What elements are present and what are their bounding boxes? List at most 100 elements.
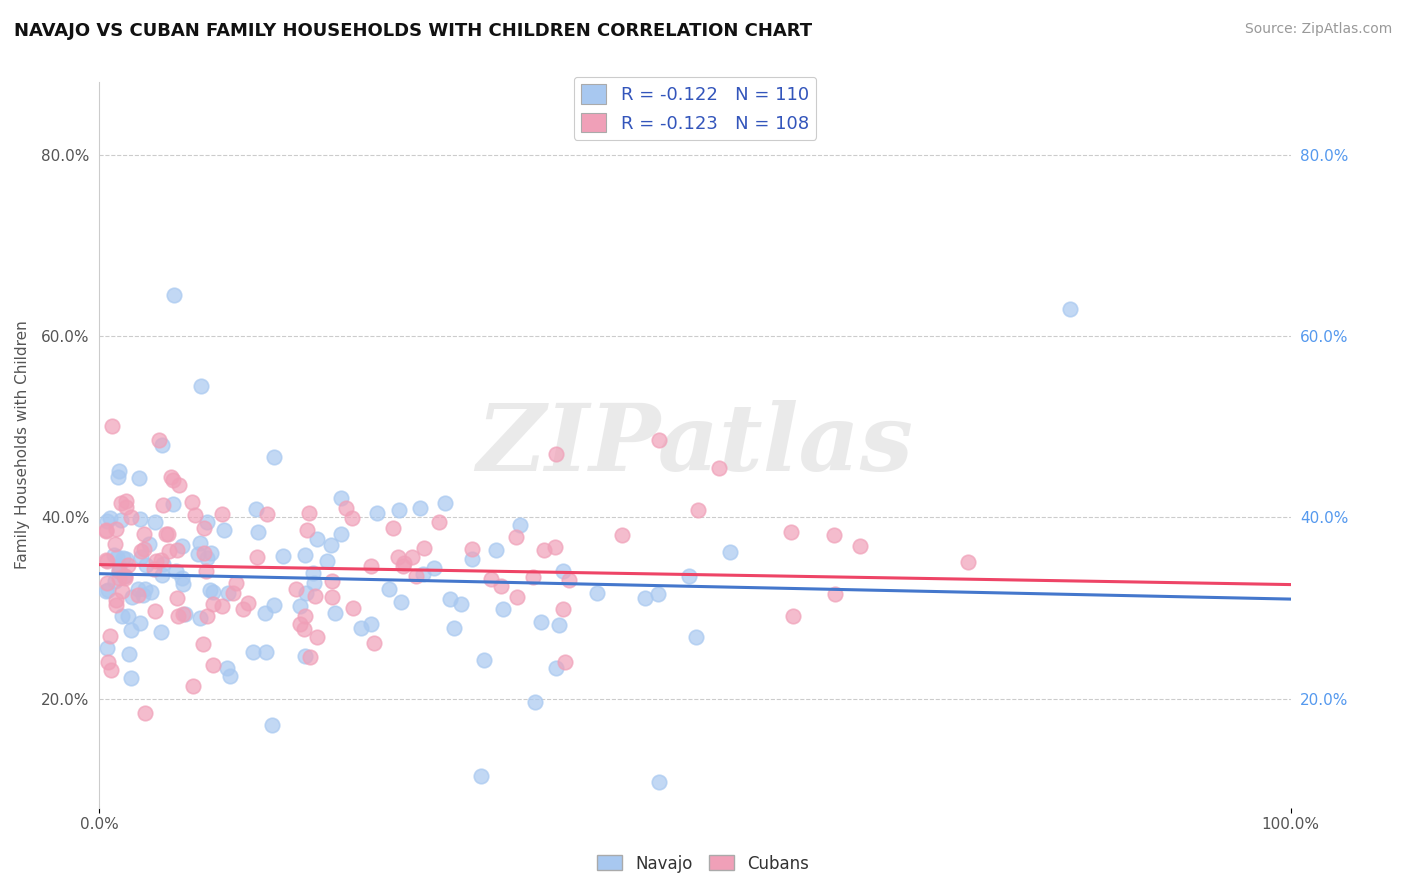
Point <box>533 543 555 558</box>
Point <box>460 552 482 566</box>
Point <box>135 558 157 573</box>
Point <box>491 602 513 616</box>
Text: ZIPatlas: ZIPatlas <box>477 400 914 490</box>
Point <box>302 575 325 590</box>
Point <box>187 547 209 561</box>
Point <box>114 569 136 583</box>
Point <box>98 511 121 525</box>
Point <box>366 506 388 520</box>
Legend: Navajo, Cubans: Navajo, Cubans <box>591 848 815 880</box>
Point <box>335 501 357 516</box>
Point <box>509 518 531 533</box>
Point <box>247 525 270 540</box>
Point <box>162 473 184 487</box>
Point <box>245 502 267 516</box>
Point <box>110 609 132 624</box>
Point <box>120 671 142 685</box>
Point <box>439 592 461 607</box>
Point <box>105 599 128 613</box>
Point <box>648 775 671 789</box>
Point <box>957 555 980 569</box>
Point <box>105 592 128 607</box>
Point <box>145 554 167 568</box>
Point <box>96 514 118 528</box>
Point <box>120 623 142 637</box>
Point <box>342 511 364 525</box>
Point <box>382 521 405 535</box>
Point <box>211 507 233 521</box>
Point <box>118 647 141 661</box>
Point <box>302 566 325 581</box>
Point <box>307 532 329 546</box>
Point <box>530 615 553 630</box>
Point <box>170 540 193 554</box>
Point <box>159 469 181 483</box>
Point <box>389 595 412 609</box>
Point <box>285 582 308 596</box>
Point <box>152 498 174 512</box>
Point <box>150 567 173 582</box>
Point <box>142 561 165 575</box>
Point <box>401 550 423 565</box>
Point <box>316 554 339 568</box>
Point <box>780 525 803 540</box>
Point <box>544 447 567 461</box>
Point <box>434 496 457 510</box>
Point <box>413 541 436 555</box>
Point <box>129 544 152 558</box>
Point <box>152 557 174 571</box>
Point <box>148 434 170 448</box>
Point <box>329 527 352 541</box>
Point <box>115 551 138 566</box>
Point <box>121 591 143 605</box>
Point <box>103 548 125 562</box>
Point <box>112 568 135 582</box>
Point <box>678 569 700 583</box>
Point <box>143 604 166 618</box>
Point <box>195 515 218 529</box>
Point <box>782 608 804 623</box>
Point <box>181 679 204 693</box>
Point <box>127 582 149 596</box>
Y-axis label: Family Households with Children: Family Households with Children <box>15 320 30 569</box>
Point <box>295 523 318 537</box>
Point <box>412 567 434 582</box>
Point <box>200 546 222 560</box>
Point <box>104 574 127 588</box>
Point <box>110 496 132 510</box>
Point <box>134 526 156 541</box>
Point <box>688 503 710 517</box>
Point <box>193 637 215 651</box>
Point <box>242 644 264 658</box>
Point <box>304 590 326 604</box>
Point <box>217 586 239 600</box>
Point <box>246 549 269 564</box>
Point <box>157 543 180 558</box>
Point <box>443 621 465 635</box>
Point <box>110 513 132 527</box>
Point <box>294 608 316 623</box>
Point <box>105 522 128 536</box>
Point <box>718 545 741 559</box>
Point <box>219 669 242 683</box>
Point <box>295 586 318 600</box>
Point <box>405 568 427 582</box>
Point <box>167 478 190 492</box>
Point <box>117 608 139 623</box>
Point <box>294 548 316 562</box>
Point <box>222 586 245 600</box>
Point <box>143 515 166 529</box>
Point <box>138 537 160 551</box>
Point <box>212 523 235 537</box>
Point <box>470 769 492 783</box>
Point <box>260 718 283 732</box>
Point <box>491 579 513 593</box>
Point <box>524 695 547 709</box>
Point <box>120 510 142 524</box>
Point <box>288 599 311 613</box>
Point <box>97 583 120 598</box>
Point <box>461 542 484 557</box>
Point <box>506 590 529 604</box>
Point <box>551 564 574 578</box>
Point <box>294 648 316 663</box>
